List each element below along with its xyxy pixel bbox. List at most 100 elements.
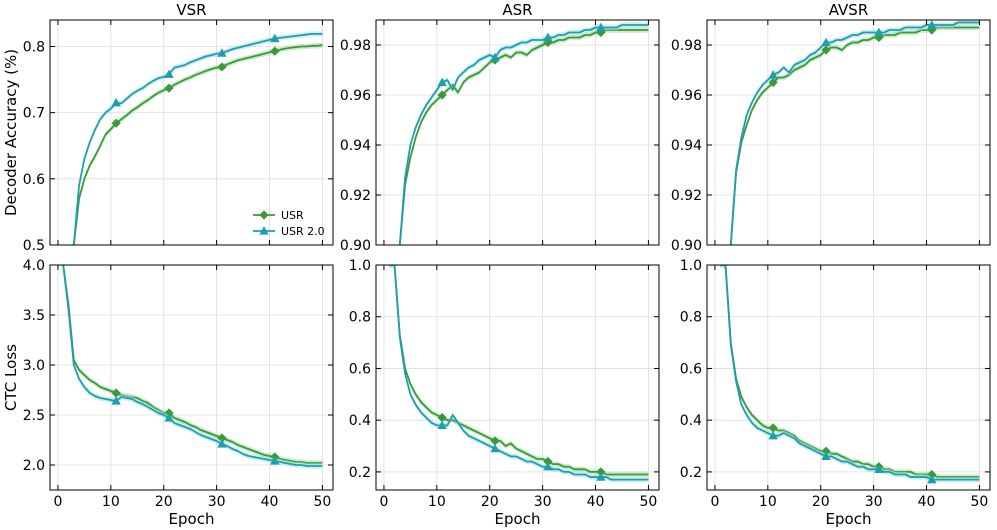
axes-frame xyxy=(375,19,660,246)
data-point-diamond xyxy=(164,83,174,93)
data-point-diamond xyxy=(768,77,778,88)
x-tick-label: 10 xyxy=(102,494,120,510)
y-tick-label: 0.2 xyxy=(680,465,702,481)
y-tick-label: 2.0 xyxy=(23,458,45,474)
y-tick-label: 0.8 xyxy=(349,310,371,326)
x-tick-label: 30 xyxy=(865,494,883,510)
data-point-triangle xyxy=(768,430,778,440)
data-point-triangle xyxy=(437,77,447,87)
y-tick-label: 0.4 xyxy=(680,413,702,429)
data-point-triangle xyxy=(927,20,937,29)
y-tick-label: 0.94 xyxy=(671,138,702,154)
x-axis-label: Epoch xyxy=(495,510,541,528)
x-tick-label: 30 xyxy=(534,494,552,510)
data-point-triangle xyxy=(596,22,606,32)
subplot-5: 0.2 0.4 0.6 0.8 1.0 0 10 20 30 40 50 Epoch xyxy=(349,258,660,528)
series-line-usr-2-0 xyxy=(389,265,649,481)
data-point-diamond xyxy=(437,90,447,100)
plot-area xyxy=(72,31,323,245)
y-tick-label: 0.2 xyxy=(349,465,371,481)
chart-title: AVSR xyxy=(829,1,869,19)
plot-area xyxy=(62,265,323,469)
y-tick-label: 0.90 xyxy=(340,238,371,254)
band-usr-2-0 xyxy=(720,265,980,483)
y-tick-label: 3.0 xyxy=(23,358,45,374)
data-point-triangle xyxy=(927,474,937,484)
y-tick-label: 0.6 xyxy=(23,172,45,188)
band-usr xyxy=(63,265,323,466)
x-tick-label: 20 xyxy=(481,494,499,510)
data-point-triangle xyxy=(874,27,884,37)
band-usr xyxy=(389,265,649,478)
y-tick-label: 0.6 xyxy=(680,361,702,377)
band-usr xyxy=(720,265,980,480)
data-point-triangle xyxy=(821,451,831,461)
x-tick-label: 40 xyxy=(918,494,936,510)
data-point-triangle xyxy=(164,69,174,78)
data-point-triangle xyxy=(543,461,553,471)
plot-area xyxy=(389,265,649,483)
data-point-triangle xyxy=(111,97,121,107)
axes-frame xyxy=(49,264,334,491)
axes-frame xyxy=(375,264,660,491)
data-point-triangle xyxy=(111,396,121,405)
x-axis-label: Epoch xyxy=(826,510,872,528)
data-point-triangle xyxy=(490,443,500,453)
x-tick-label: 50 xyxy=(314,494,332,510)
series-line-usr xyxy=(62,265,323,464)
x-tick-label: 0 xyxy=(379,494,388,510)
y-tick-label: 0.92 xyxy=(671,188,702,204)
y-tick-label: 0.5 xyxy=(23,238,45,254)
y-tick-label: 0.98 xyxy=(671,38,702,54)
legend-label: USR xyxy=(281,209,304,222)
data-point-triangle xyxy=(164,413,174,422)
subplot-4: 2.0 2.5 3.0 3.5 4.0 0 10 20 30 40 50 CTC Loss Epoch xyxy=(2,258,334,528)
y-tick-label: 0.7 xyxy=(23,106,45,122)
x-tick-label: 20 xyxy=(155,494,173,510)
data-point-triangle xyxy=(543,32,553,42)
data-point-diamond xyxy=(821,45,831,55)
x-tick-label: 0 xyxy=(710,494,719,510)
y-tick-label: 0.8 xyxy=(680,310,702,326)
y-tick-label: 3.5 xyxy=(23,308,45,324)
axes-frame xyxy=(706,19,991,246)
y-axis-label: Decoder Accuracy (%) xyxy=(2,49,20,216)
data-point-triangle xyxy=(437,420,447,430)
legend-diamond-icon xyxy=(259,210,269,220)
x-tick-label: 10 xyxy=(428,494,446,510)
series-line-usr xyxy=(720,265,980,478)
x-tick-label: 40 xyxy=(587,494,605,510)
legend-triangle-icon xyxy=(259,226,269,235)
subplot-3: 0.90 0.92 0.94 0.96 0.98 AVSR xyxy=(671,1,991,254)
y-tick-label: 0.4 xyxy=(349,413,371,429)
x-tick-label: 30 xyxy=(208,494,226,510)
y-tick-label: 0.96 xyxy=(340,88,371,104)
y-tick-label: 0.94 xyxy=(340,138,371,154)
y-tick-label: 4.0 xyxy=(23,258,45,274)
y-tick-label: 2.5 xyxy=(23,408,45,424)
subplot-2: 0.90 0.92 0.94 0.96 0.98 ASR xyxy=(340,1,660,254)
data-point-triangle xyxy=(270,33,280,43)
y-tick-label: 0.8 xyxy=(23,39,45,55)
chart-title: ASR xyxy=(502,1,532,19)
data-point-diamond xyxy=(217,62,227,72)
axes-frame xyxy=(49,19,334,246)
data-point-triangle xyxy=(217,439,227,448)
y-tick-label: 0.96 xyxy=(671,88,702,104)
data-point-triangle xyxy=(874,464,884,473)
y-tick-label: 1.0 xyxy=(680,258,702,274)
series-line-usr xyxy=(389,265,649,476)
x-tick-label: 50 xyxy=(971,494,989,510)
legend: USR USR 2.0 xyxy=(253,209,325,238)
axes-frame xyxy=(706,264,991,491)
data-point-diamond xyxy=(270,46,280,56)
legend-label: USR 2.0 xyxy=(281,225,325,238)
subplot-6: 0.2 0.4 0.6 0.8 1.0 0 10 20 30 40 50 Epoch xyxy=(680,258,991,528)
data-point-triangle xyxy=(217,48,227,57)
data-point-triangle xyxy=(768,70,778,79)
plot-area xyxy=(398,22,649,245)
y-axis-label: CTC Loss xyxy=(2,344,20,411)
data-point-diamond xyxy=(111,118,121,128)
y-tick-label: 0.6 xyxy=(349,361,371,377)
